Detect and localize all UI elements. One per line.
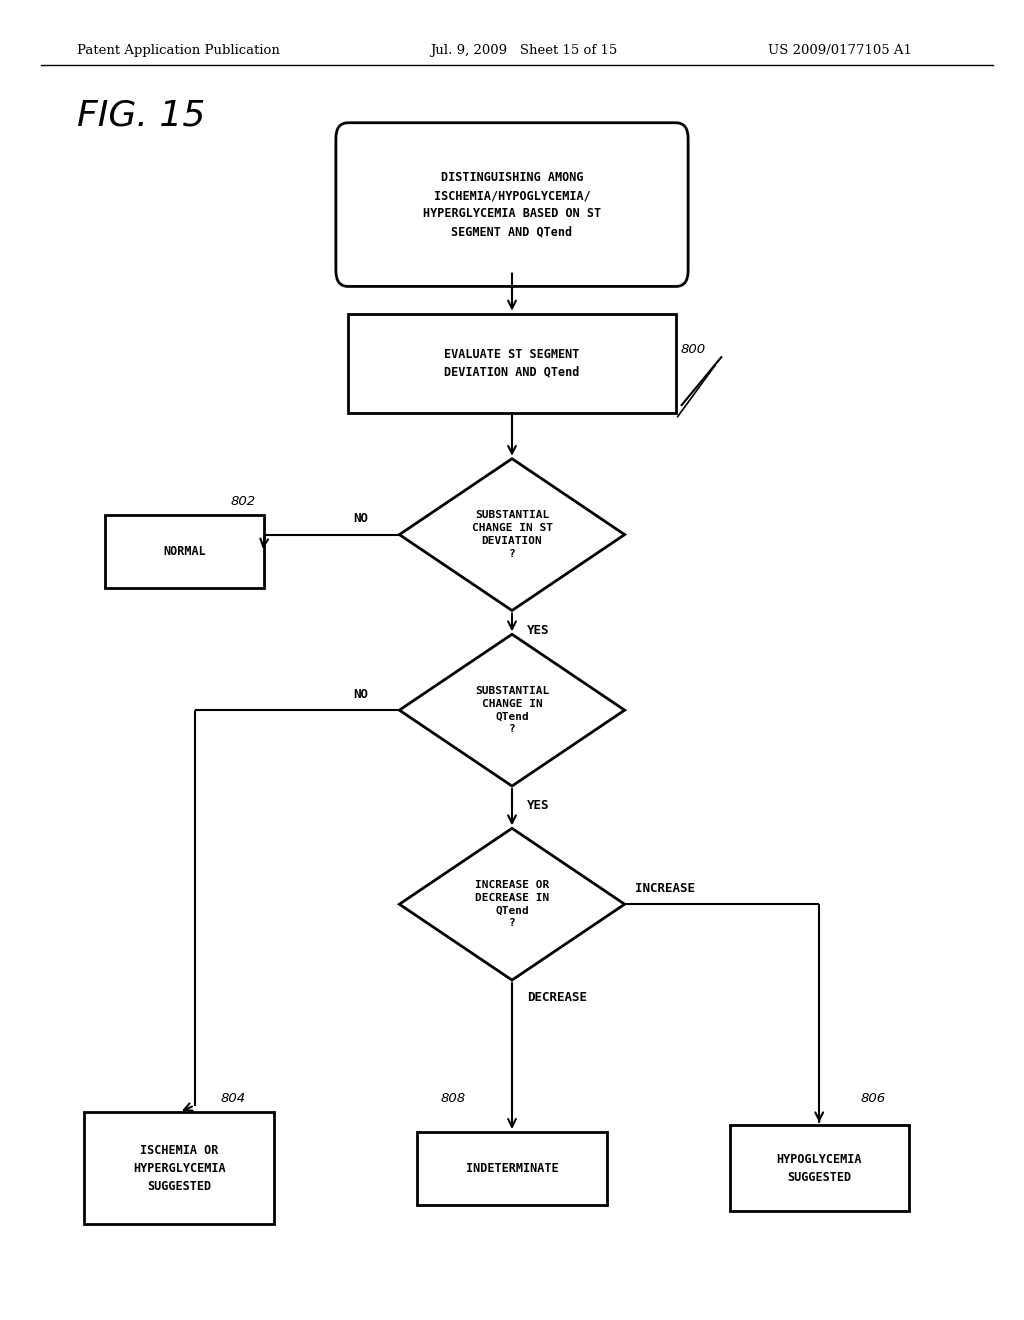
Text: 804: 804	[220, 1092, 246, 1105]
Text: SUBSTANTIAL
CHANGE IN ST
DEVIATION
?: SUBSTANTIAL CHANGE IN ST DEVIATION ?	[471, 511, 553, 558]
Text: NORMAL: NORMAL	[163, 545, 206, 558]
Text: Jul. 9, 2009   Sheet 15 of 15: Jul. 9, 2009 Sheet 15 of 15	[430, 45, 617, 57]
Bar	[84, 1111, 273, 1225]
Bar	[418, 1131, 606, 1204]
Text: Patent Application Publication: Patent Application Publication	[77, 45, 280, 57]
FancyBboxPatch shape	[336, 123, 688, 286]
Text: INDETERMINATE: INDETERMINATE	[466, 1162, 558, 1175]
Polygon shape	[399, 634, 625, 785]
Text: INCREASE: INCREASE	[635, 882, 695, 895]
Text: 808: 808	[440, 1092, 466, 1105]
Polygon shape	[399, 459, 625, 610]
Text: SUBSTANTIAL
CHANGE IN
QTend
?: SUBSTANTIAL CHANGE IN QTend ?	[475, 686, 549, 734]
Bar	[729, 1125, 909, 1212]
Bar	[104, 516, 264, 589]
Text: 806: 806	[860, 1092, 886, 1105]
Text: HYPOGLYCEMIA
SUGGESTED: HYPOGLYCEMIA SUGGESTED	[776, 1152, 862, 1184]
Bar	[348, 314, 676, 412]
Text: DISTINGUISHING AMONG
ISCHEMIA/HYPOGLYCEMIA/
HYPERGLYCEMIA BASED ON ST
SEGMENT AN: DISTINGUISHING AMONG ISCHEMIA/HYPOGLYCEM…	[423, 172, 601, 238]
Text: NO: NO	[353, 512, 369, 525]
Text: YES: YES	[527, 799, 550, 812]
Polygon shape	[399, 829, 625, 979]
Text: YES: YES	[527, 624, 550, 636]
Text: 800: 800	[681, 343, 707, 356]
Text: 802: 802	[230, 495, 256, 508]
Text: FIG. 15: FIG. 15	[77, 99, 205, 133]
Text: US 2009/0177105 A1: US 2009/0177105 A1	[768, 45, 912, 57]
Text: ISCHEMIA OR
HYPERGLYCEMIA
SUGGESTED: ISCHEMIA OR HYPERGLYCEMIA SUGGESTED	[133, 1143, 225, 1193]
Text: INCREASE OR
DECREASE IN
QTend
?: INCREASE OR DECREASE IN QTend ?	[475, 880, 549, 928]
Text: DECREASE: DECREASE	[527, 990, 588, 1003]
Text: NO: NO	[353, 688, 369, 701]
Text: EVALUATE ST SEGMENT
DEVIATION AND QTend: EVALUATE ST SEGMENT DEVIATION AND QTend	[444, 347, 580, 379]
